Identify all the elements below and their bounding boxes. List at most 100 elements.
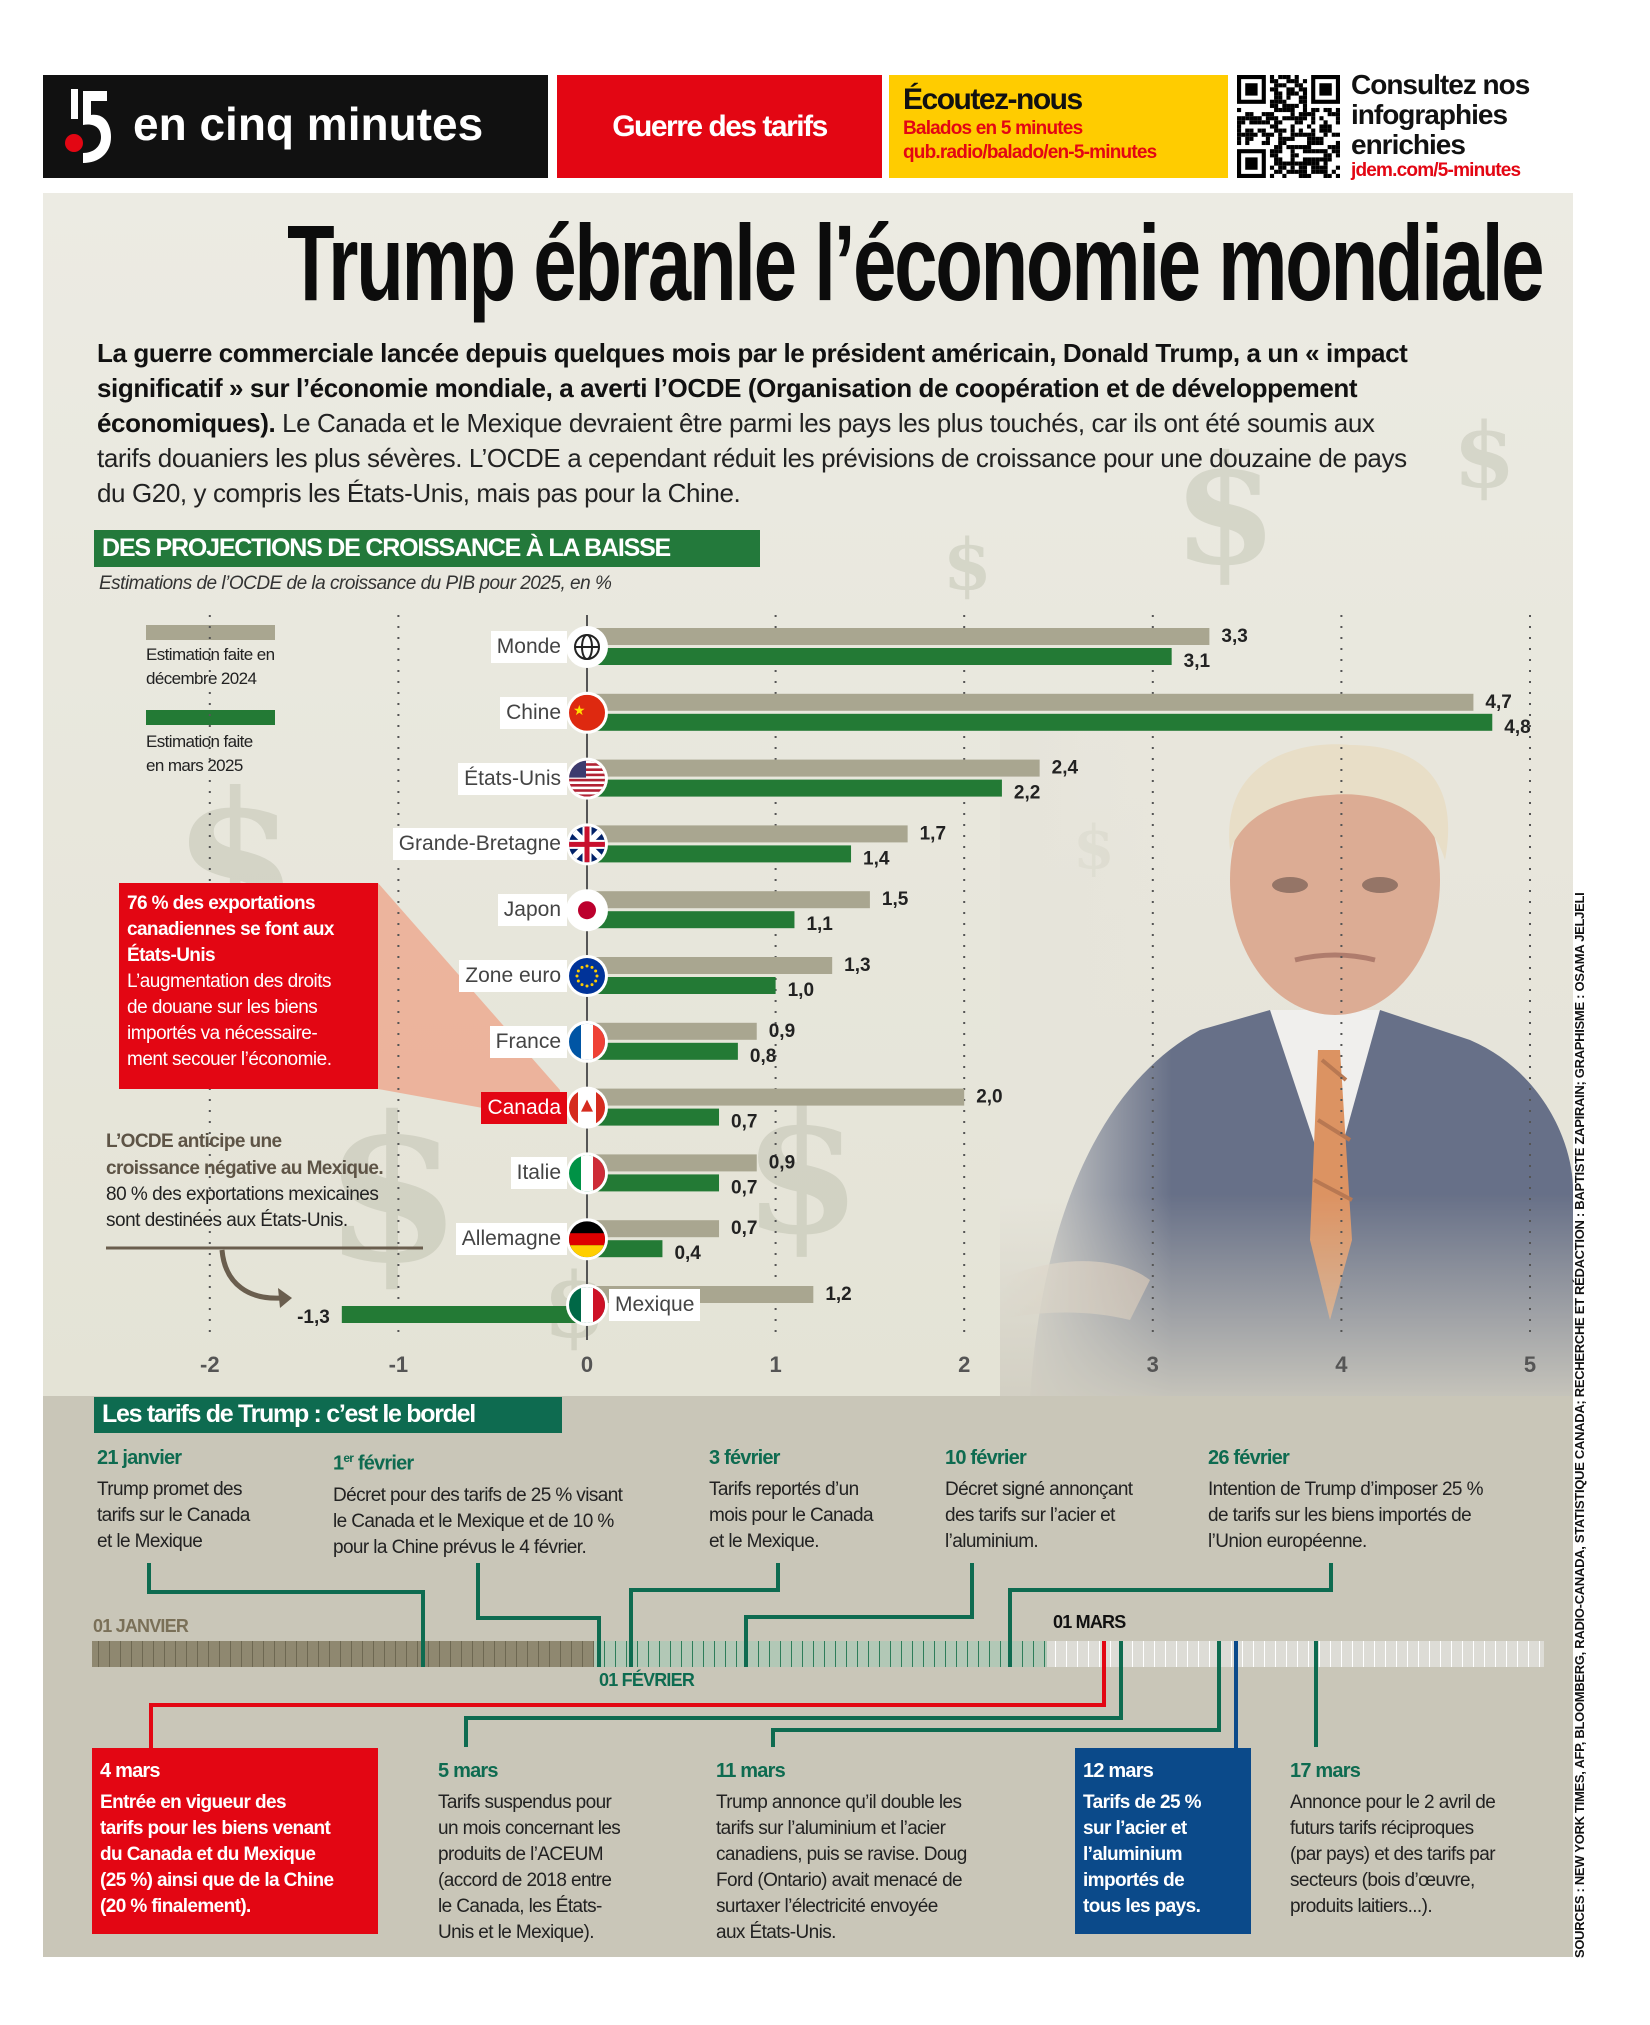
event-text: (25 %) ainsi que de la Chine — [100, 1870, 334, 1891]
event-text: secteurs (bois d’œuvre, — [1290, 1870, 1475, 1891]
flag-star — [576, 979, 580, 983]
intro-line: significatif » sur l’économie mondiale, … — [97, 371, 1547, 406]
curved-arrow-icon — [219, 1249, 283, 1301]
five-logo-icon — [65, 89, 111, 163]
event-text: Annonce pour le 2 avril de — [1290, 1792, 1496, 1813]
event-text: un mois concernant les — [438, 1818, 621, 1839]
event-text: Trump promet des — [97, 1479, 243, 1500]
value-label-dec2024: 2,0 — [976, 1087, 1002, 1108]
intro-bold: significatif » sur l’économie mondiale, … — [97, 373, 1358, 403]
event-text: (accord de 2018 entre — [438, 1870, 612, 1891]
callout-heading: États-Unis — [127, 945, 216, 966]
event-date: 26 février — [1208, 1447, 1290, 1469]
event-text: importés de — [1083, 1870, 1185, 1891]
value-label-mar2025: 0,4 — [674, 1243, 701, 1264]
flag-star — [576, 969, 580, 973]
event-text: de tarifs sur les biens importés de — [1208, 1505, 1472, 1526]
flag-stripe — [593, 1023, 605, 1060]
value-label-mar2025: 4,8 — [1504, 717, 1530, 738]
flag-stripe — [569, 771, 605, 774]
event-text: tous les pays. — [1083, 1896, 1201, 1917]
bar-dec2024 — [587, 1220, 720, 1238]
event-date: 12 mars — [1083, 1760, 1154, 1782]
bar-dec2024 — [587, 891, 870, 909]
podcast-url[interactable]: qub.radio/balado/en-5-minutes — [903, 142, 1157, 163]
bar-mar2025 — [587, 845, 852, 863]
flag-stripe — [569, 781, 605, 784]
flag-stripe — [569, 1089, 578, 1126]
timeline-event-highlight: 4 mars Entrée en vigueur des tarifs pour… — [92, 1748, 378, 1934]
bar-dec2024 — [587, 1022, 757, 1040]
podcast-subtitle: Balados en 5 minutes — [903, 118, 1083, 139]
event-text: aux États-Unis. — [716, 1922, 836, 1943]
callout-heading: 76 % des exportations — [127, 893, 316, 914]
bar-mar2025 — [587, 1108, 720, 1126]
event-date-month: février — [353, 1452, 414, 1475]
flag-stripe — [581, 1023, 593, 1060]
legend-label-mar2025: Estimation faite en mars 2025 — [146, 730, 253, 778]
country-label: Mexique — [609, 1289, 701, 1321]
bar-mar2025 — [587, 1042, 738, 1060]
timeline-event-highlight: 12 mars Tarifs de 25 % sur l’acier et l’… — [1075, 1748, 1251, 1934]
promo-line: infographies — [1351, 99, 1508, 130]
country-label: Italie — [510, 1157, 567, 1190]
flag-star — [590, 965, 594, 969]
value-label-dec2024: 2,4 — [1052, 758, 1079, 779]
section-tag[interactable]: Guerre des tarifs — [557, 75, 882, 178]
value-label-mar2025: 0,8 — [750, 1046, 776, 1067]
bar-dec2024 — [587, 825, 908, 843]
x-tick-label: -1 — [389, 1352, 409, 1377]
intro-bold: économiques). — [97, 408, 276, 438]
event-text: Tarifs de 25 % — [1083, 1792, 1202, 1813]
intro-line: économiques). Le Canada et le Mexique de… — [97, 406, 1547, 441]
timeline-event: 11 mars Trump annonce qu’il double les t… — [716, 1758, 967, 1946]
timeline-event: 17 mars Annonce pour le 2 avril de futur… — [1290, 1758, 1496, 1920]
event-text: l’aluminium — [1083, 1844, 1183, 1865]
callout-body: sont destinées aux États-Unis. — [106, 1210, 348, 1231]
timeline-january — [92, 1641, 594, 1667]
value-label-dec2024: 3,3 — [1221, 626, 1247, 647]
infographics-url[interactable]: jdem.com/5-minutes — [1351, 160, 1521, 181]
flag-stripe — [569, 765, 605, 769]
event-text: Décret pour des tarifs de 25 % visant — [333, 1484, 623, 1506]
callout-body: importés va nécessaire- — [127, 1023, 318, 1044]
country-label: Japon — [497, 894, 567, 927]
infographics-promo[interactable]: Consultez nos infographies enrichies jde… — [1351, 70, 1591, 182]
podcast-promo[interactable]: Écoutez-nous Balados en 5 minutes qub.ra… — [889, 75, 1228, 178]
flag-stripe — [581, 1155, 593, 1192]
country-label: France — [489, 1025, 567, 1058]
value-label-mar2025: 0,7 — [731, 1177, 757, 1198]
chart-subtitle: Estimations de l’OCDE de la croissance d… — [99, 573, 612, 594]
x-tick-label: 4 — [1335, 1352, 1348, 1377]
month-label-january: 01 JANVIER — [93, 1616, 189, 1636]
intro-line: tarifs douaniers les plus sévères. L’OCD… — [97, 441, 1547, 476]
event-text: pour la Chine prévus le 4 février. — [333, 1536, 587, 1558]
qr-code[interactable] — [1237, 75, 1340, 178]
chart-title: DES PROJECTIONS DE CROISSANCE À LA BAISS… — [94, 530, 760, 567]
callout-heading: canadiennes se font aux — [127, 919, 334, 940]
event-date-sup: er — [343, 1451, 354, 1465]
event-text: l’Union européenne. — [1208, 1531, 1367, 1552]
value-label-mar2025: 1,4 — [863, 848, 890, 869]
country-label: Canada — [481, 1091, 567, 1124]
event-text: tarifs sur l’aluminium et l’acier — [716, 1818, 946, 1839]
event-text: Entrée en vigueur des — [100, 1792, 287, 1813]
bar-mar2025 — [587, 977, 776, 994]
event-text: canadiens, puis se ravise. Doug — [716, 1844, 967, 1865]
country-label: Zone euro — [459, 960, 567, 992]
value-label-dec2024: 1,2 — [825, 1284, 851, 1305]
flag-star — [594, 979, 598, 983]
logo-text: en cinq minutes — [133, 98, 484, 150]
page-title-text: Trump ébranle l’économie mondiale — [287, 202, 1544, 323]
event-text: l’aluminium. — [945, 1531, 1039, 1552]
intro-line: du G20, y compris les États-Unis, mais p… — [97, 476, 1547, 511]
x-tick-label: 0 — [581, 1352, 593, 1377]
flag-icon — [569, 694, 605, 731]
bar-dec2024 — [587, 759, 1040, 777]
legend-swatch-mar2025 — [146, 710, 275, 725]
callout-body: ment secouer l’économie. — [127, 1049, 332, 1070]
timeline-february — [594, 1641, 1047, 1667]
event-text: Tarifs suspendus pour — [438, 1792, 612, 1813]
event-date: 5 mars — [438, 1760, 499, 1782]
timeline-march — [1047, 1641, 1544, 1667]
